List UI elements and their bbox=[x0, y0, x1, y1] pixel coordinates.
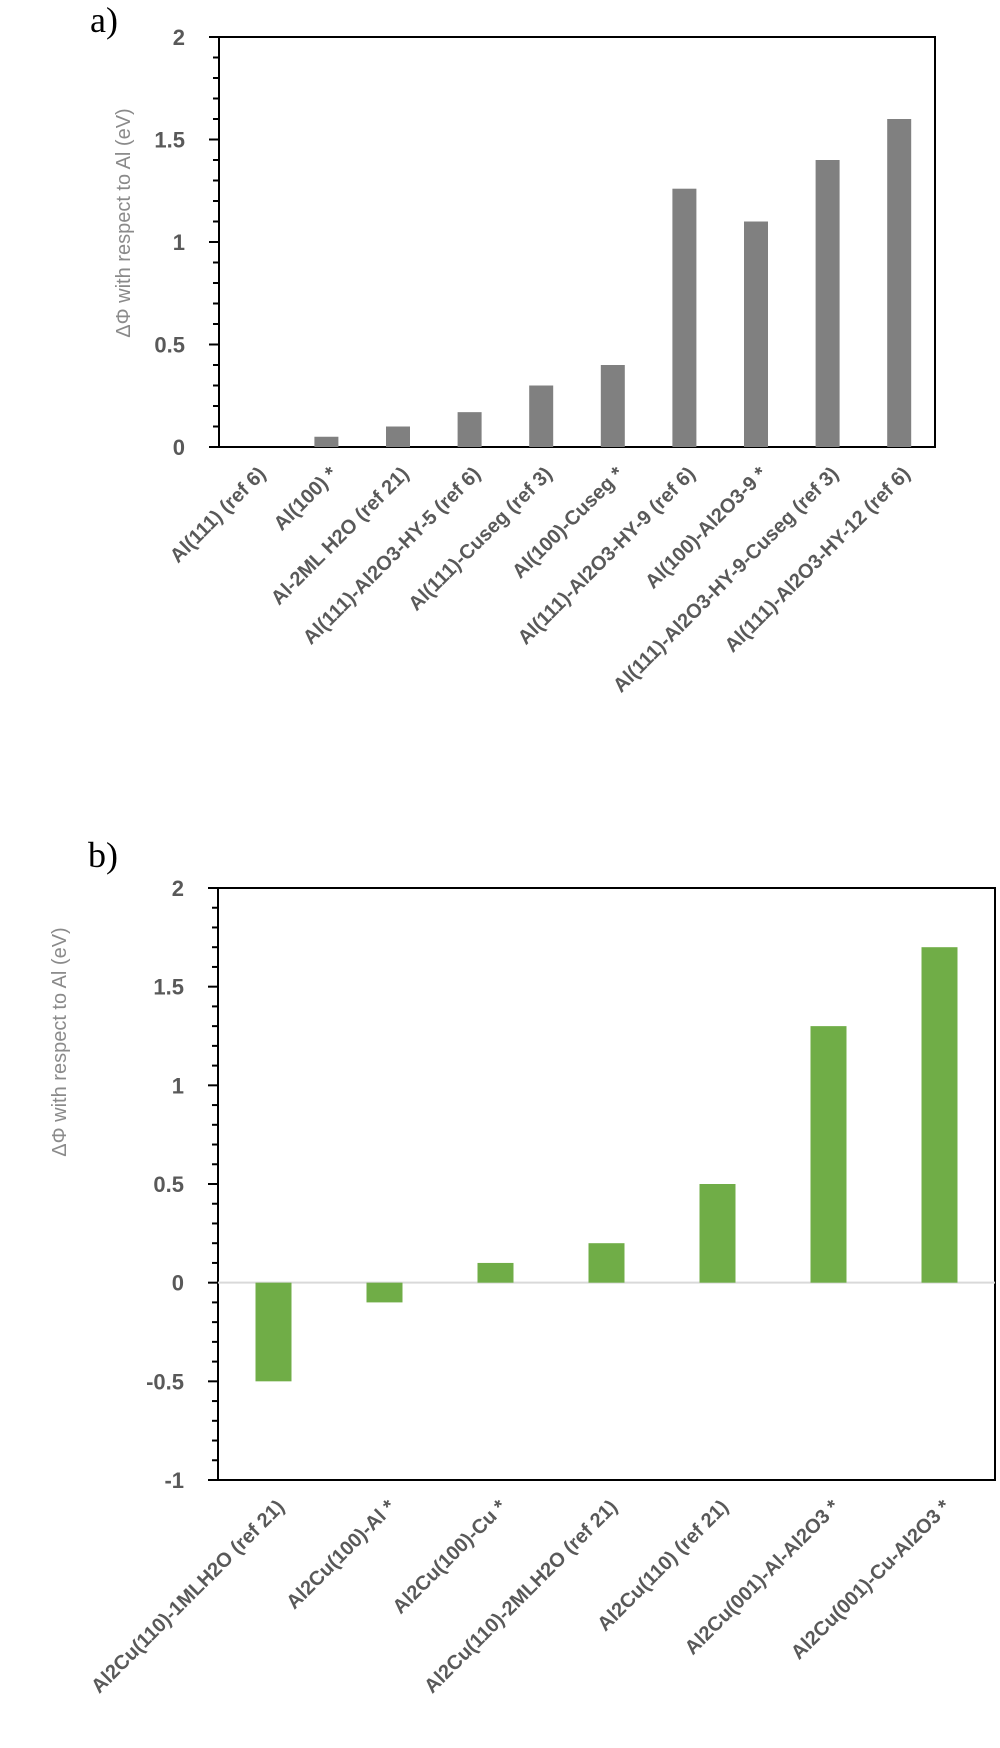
bar bbox=[529, 385, 554, 447]
y-tick-label: -0.5 bbox=[146, 1369, 184, 1394]
bar bbox=[699, 1184, 736, 1283]
bar bbox=[921, 947, 958, 1283]
bar bbox=[386, 426, 410, 447]
chart-b: b) ΔΦ with respect to Al (eV) -1 -0.5 0 0.5… bbox=[49, 835, 996, 1698]
bar bbox=[314, 436, 339, 447]
y-tick-label: 0 bbox=[172, 1271, 184, 1296]
y-tick-label: 2 bbox=[172, 876, 184, 901]
bar bbox=[887, 119, 912, 447]
bar bbox=[672, 188, 697, 447]
category-label: Al2Cu(100)-Cu * bbox=[389, 1496, 512, 1619]
plot-frame bbox=[217, 887, 996, 1481]
plot-area-b: -1 -0.5 0 0.5 1 1.5 2 Al2Cu(110)-1MLH2O (ref 21… bbox=[87, 876, 996, 1698]
panel-label-b: b) bbox=[88, 835, 118, 875]
y-tick-label: 1 bbox=[173, 230, 185, 255]
bar bbox=[477, 1262, 514, 1283]
bar bbox=[457, 412, 482, 447]
y-axis-title-a: ΔΦ with respect to Al (eV) bbox=[113, 108, 135, 337]
category-label: Al2Cu(100)-Al * bbox=[282, 1496, 400, 1614]
panel-label-a: a) bbox=[90, 0, 118, 40]
category-label: Al(100) * bbox=[270, 463, 342, 535]
category-label: Al(111)-Cuseg (ref 3) bbox=[404, 463, 556, 615]
y-tick-label: 0.5 bbox=[153, 1172, 184, 1197]
bar bbox=[815, 160, 840, 447]
bar bbox=[255, 1282, 292, 1382]
bar bbox=[588, 1243, 625, 1283]
y-tick-label: 1 bbox=[172, 1073, 184, 1098]
y-tick-label: 0 bbox=[173, 435, 185, 460]
bar bbox=[600, 365, 625, 447]
y-tick-label: 2 bbox=[173, 25, 185, 50]
plot-area-a: 0 0.5 1 1.5 2 Al(111) (ref 6) Al(100) *Al-2ML … bbox=[154, 25, 936, 697]
category-label: Al-2ML H2O (ref 21) bbox=[267, 463, 414, 610]
category-label: Al(111) (ref 6) bbox=[166, 463, 270, 567]
bar bbox=[744, 221, 768, 447]
y-tick-label: -1 bbox=[164, 1468, 184, 1493]
y-tick-label: 0.5 bbox=[154, 333, 185, 358]
bar bbox=[810, 1026, 847, 1283]
category-label: Al2Cu(110)-2MLH2O (ref 21) bbox=[420, 1496, 622, 1698]
chart-a: a) ΔΦ with respect to Al (eV) 0 0.5 1 1.5 2 A… bbox=[90, 0, 936, 697]
category-label: Al(100)-Al2O3-9 * bbox=[641, 463, 771, 593]
y-tick-label: 1.5 bbox=[153, 975, 184, 1000]
y-axis-title-b: ΔΦ with respect to Al (eV) bbox=[49, 927, 71, 1156]
y-tick-label: 1.5 bbox=[154, 128, 185, 153]
category-label: Al2Cu(110)-1MLH2O (ref 21) bbox=[87, 1496, 289, 1698]
bar bbox=[366, 1282, 403, 1303]
